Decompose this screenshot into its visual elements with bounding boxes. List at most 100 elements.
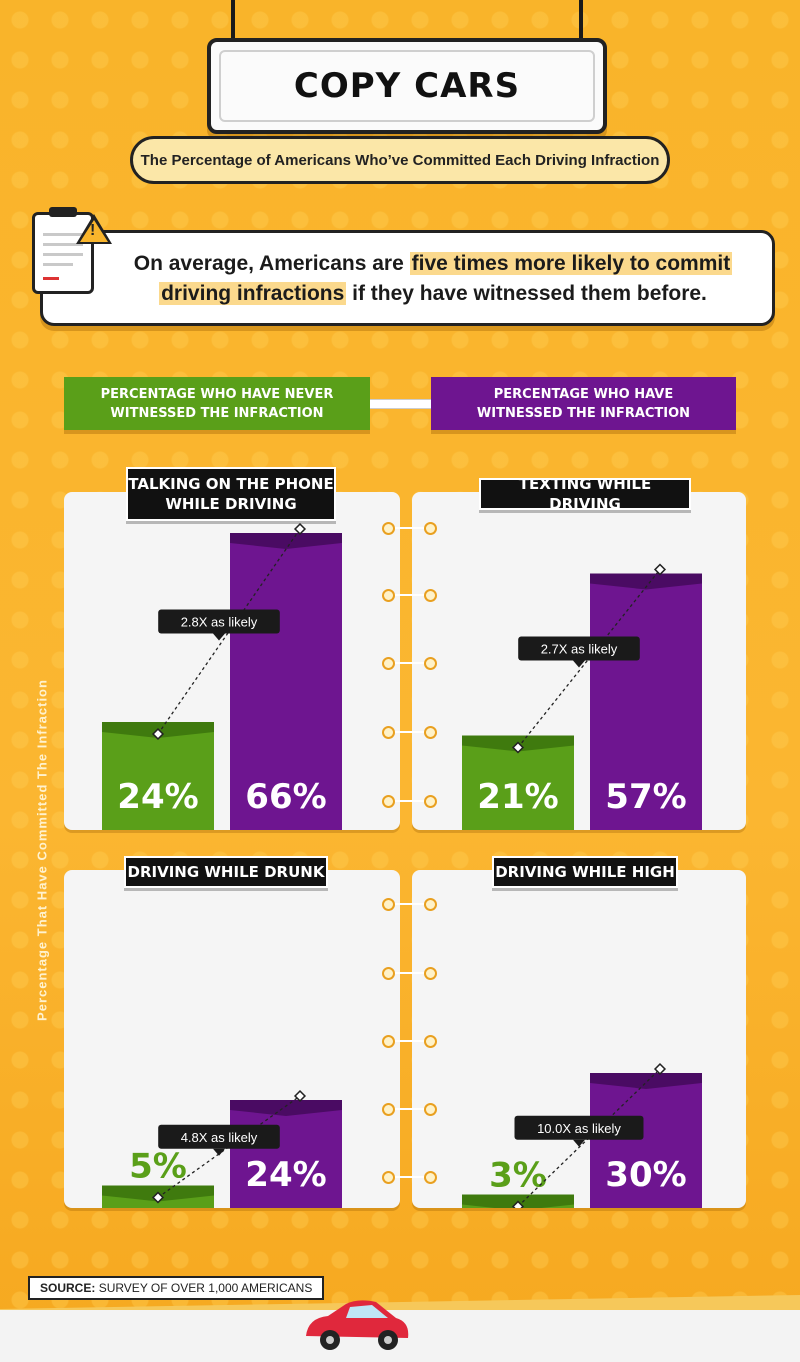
legend-never-witnessed: PERCENTAGE WHO HAVE NEVER WITNESSED THE …	[64, 377, 370, 430]
binder-ring	[424, 1035, 437, 1048]
ring-link	[388, 1176, 432, 1178]
chart-svg-drunk: 5% 24% 4.8X as likely	[102, 1089, 342, 1208]
ratio-badge	[158, 609, 280, 634]
callout-text: On average, Americans are five times mor…	[113, 249, 753, 309]
y-axis-label-text: Percentage That Have Committed The Infra…	[34, 679, 50, 1021]
data-label: 30%	[605, 1155, 686, 1195]
page-subtitle: The Percentage of Americans Who’ve Commi…	[130, 136, 670, 184]
callout-highlight-1: five times more likely to commit	[409, 252, 733, 275]
binder-ring	[424, 589, 437, 602]
connector-point	[511, 741, 525, 754]
ratio-badge-pointer	[573, 1139, 585, 1147]
binder-ring	[424, 1171, 437, 1184]
binder-ring	[382, 726, 395, 739]
ratio-label: 10.0X as likely	[537, 1121, 621, 1136]
ring-link	[388, 1040, 432, 1042]
bar-witnessed	[590, 573, 702, 830]
ratio-badge	[518, 636, 640, 661]
clipboard-line	[43, 233, 83, 236]
car-hub-front	[326, 1336, 334, 1344]
ratio-badge-pointer	[213, 1148, 225, 1156]
clipboard-line	[43, 277, 59, 280]
warning-icon-inner	[80, 220, 108, 242]
ratio-badge	[514, 1115, 644, 1140]
data-label: 3%	[489, 1156, 547, 1196]
chart-title-talking: TALKING ON THE PHONE WHILE DRIVING	[126, 467, 336, 521]
chart-svg-texting: 21% 57% 2.7X as likely	[462, 563, 702, 830]
chart-title-high: DRIVING WHILE HIGH	[492, 856, 678, 888]
ratio-label: 2.8X as likely	[181, 615, 258, 630]
chart-panel-texting: 21% 57% 2.7X as likely	[412, 492, 746, 830]
binder-ring	[382, 1035, 395, 1048]
ring-link	[388, 662, 432, 664]
car-hub-rear	[384, 1336, 392, 1344]
source-note: SOURCE: SURVEY OF OVER 1,000 AMERICANS	[28, 1276, 325, 1300]
data-label: 66%	[245, 777, 326, 817]
binder-ring	[382, 795, 395, 808]
callout-highlight-2: driving infractions	[159, 282, 347, 305]
bar-cap	[590, 1073, 702, 1089]
data-label: 21%	[477, 777, 558, 817]
bar-witnessed	[230, 533, 342, 830]
binder-ring	[382, 898, 395, 911]
ring-link	[388, 527, 432, 529]
data-label: 24%	[245, 1155, 326, 1195]
clipboard-icon	[32, 207, 94, 294]
binder-ring	[424, 967, 437, 980]
clipboard-line	[43, 243, 83, 246]
binder-ring	[382, 657, 395, 670]
title-sign-border	[219, 50, 595, 122]
data-label: 24%	[117, 777, 198, 817]
ratio-connector	[157, 1095, 301, 1199]
ring-link	[388, 731, 432, 733]
ring-link	[388, 800, 432, 802]
connector-point	[293, 522, 307, 536]
callout-text-before: On average, Americans are	[133, 252, 410, 275]
page-title: COPY CARS	[293, 66, 521, 106]
bar-cap	[230, 533, 342, 549]
chart-panel-talking: 24% 66% 2.8X as likely	[64, 492, 400, 830]
connector-point	[151, 1191, 165, 1204]
chart-svg-talking: 24% 66% 2.8X as likely	[102, 522, 342, 830]
bar-cap	[230, 1100, 342, 1116]
ring-link	[388, 594, 432, 596]
binder-ring	[382, 967, 395, 980]
chart-title-texting: TEXTING WHILE DRIVING	[479, 475, 691, 513]
binder-ring	[424, 522, 437, 535]
chart-title-drunk: DRIVING WHILE DRUNK	[124, 856, 328, 888]
binder-ring	[424, 795, 437, 808]
connector-point	[653, 1062, 667, 1076]
ratio-label: 4.8X as likely	[181, 1130, 258, 1145]
warning-icon-mark: !	[90, 222, 96, 239]
binder-ring	[424, 1103, 437, 1116]
ratio-badge-pointer	[573, 660, 585, 668]
ring-link	[388, 972, 432, 974]
data-label: 57%	[605, 777, 686, 817]
binder-ring	[424, 898, 437, 911]
chart-svg-high: 3% 30% 10.0X as likely	[462, 1062, 702, 1208]
source-label: SOURCE:	[40, 1281, 96, 1295]
connector-point	[653, 563, 667, 576]
title-sign: COPY CARS	[207, 38, 607, 134]
bar-witnessed	[590, 1073, 702, 1208]
bar-cap	[590, 573, 702, 590]
ring-link	[388, 1108, 432, 1110]
binder-ring	[424, 657, 437, 670]
connector-point	[151, 727, 165, 741]
summary-callout: On average, Americans are five times mor…	[40, 230, 775, 326]
connector-point	[293, 1089, 307, 1103]
legend-witnessed: PERCENTAGE WHO HAVE WITNESSED THE INFRAC…	[431, 377, 736, 430]
car-window	[346, 1305, 388, 1318]
source-text: SURVEY OF OVER 1,000 AMERICANS	[98, 1281, 313, 1295]
connector-point	[511, 1200, 525, 1208]
ratio-badge-pointer	[213, 633, 225, 641]
clipboard-clip	[49, 207, 77, 217]
ratio-badge	[158, 1124, 280, 1149]
car-body	[306, 1300, 409, 1338]
callout-text-after: if they have witnessed them before.	[346, 282, 707, 305]
binder-ring	[382, 522, 395, 535]
ratio-label: 2.7X as likely	[541, 642, 618, 657]
data-label: 5%	[129, 1147, 187, 1187]
legend-connector	[370, 399, 431, 409]
binder-ring	[382, 589, 395, 602]
